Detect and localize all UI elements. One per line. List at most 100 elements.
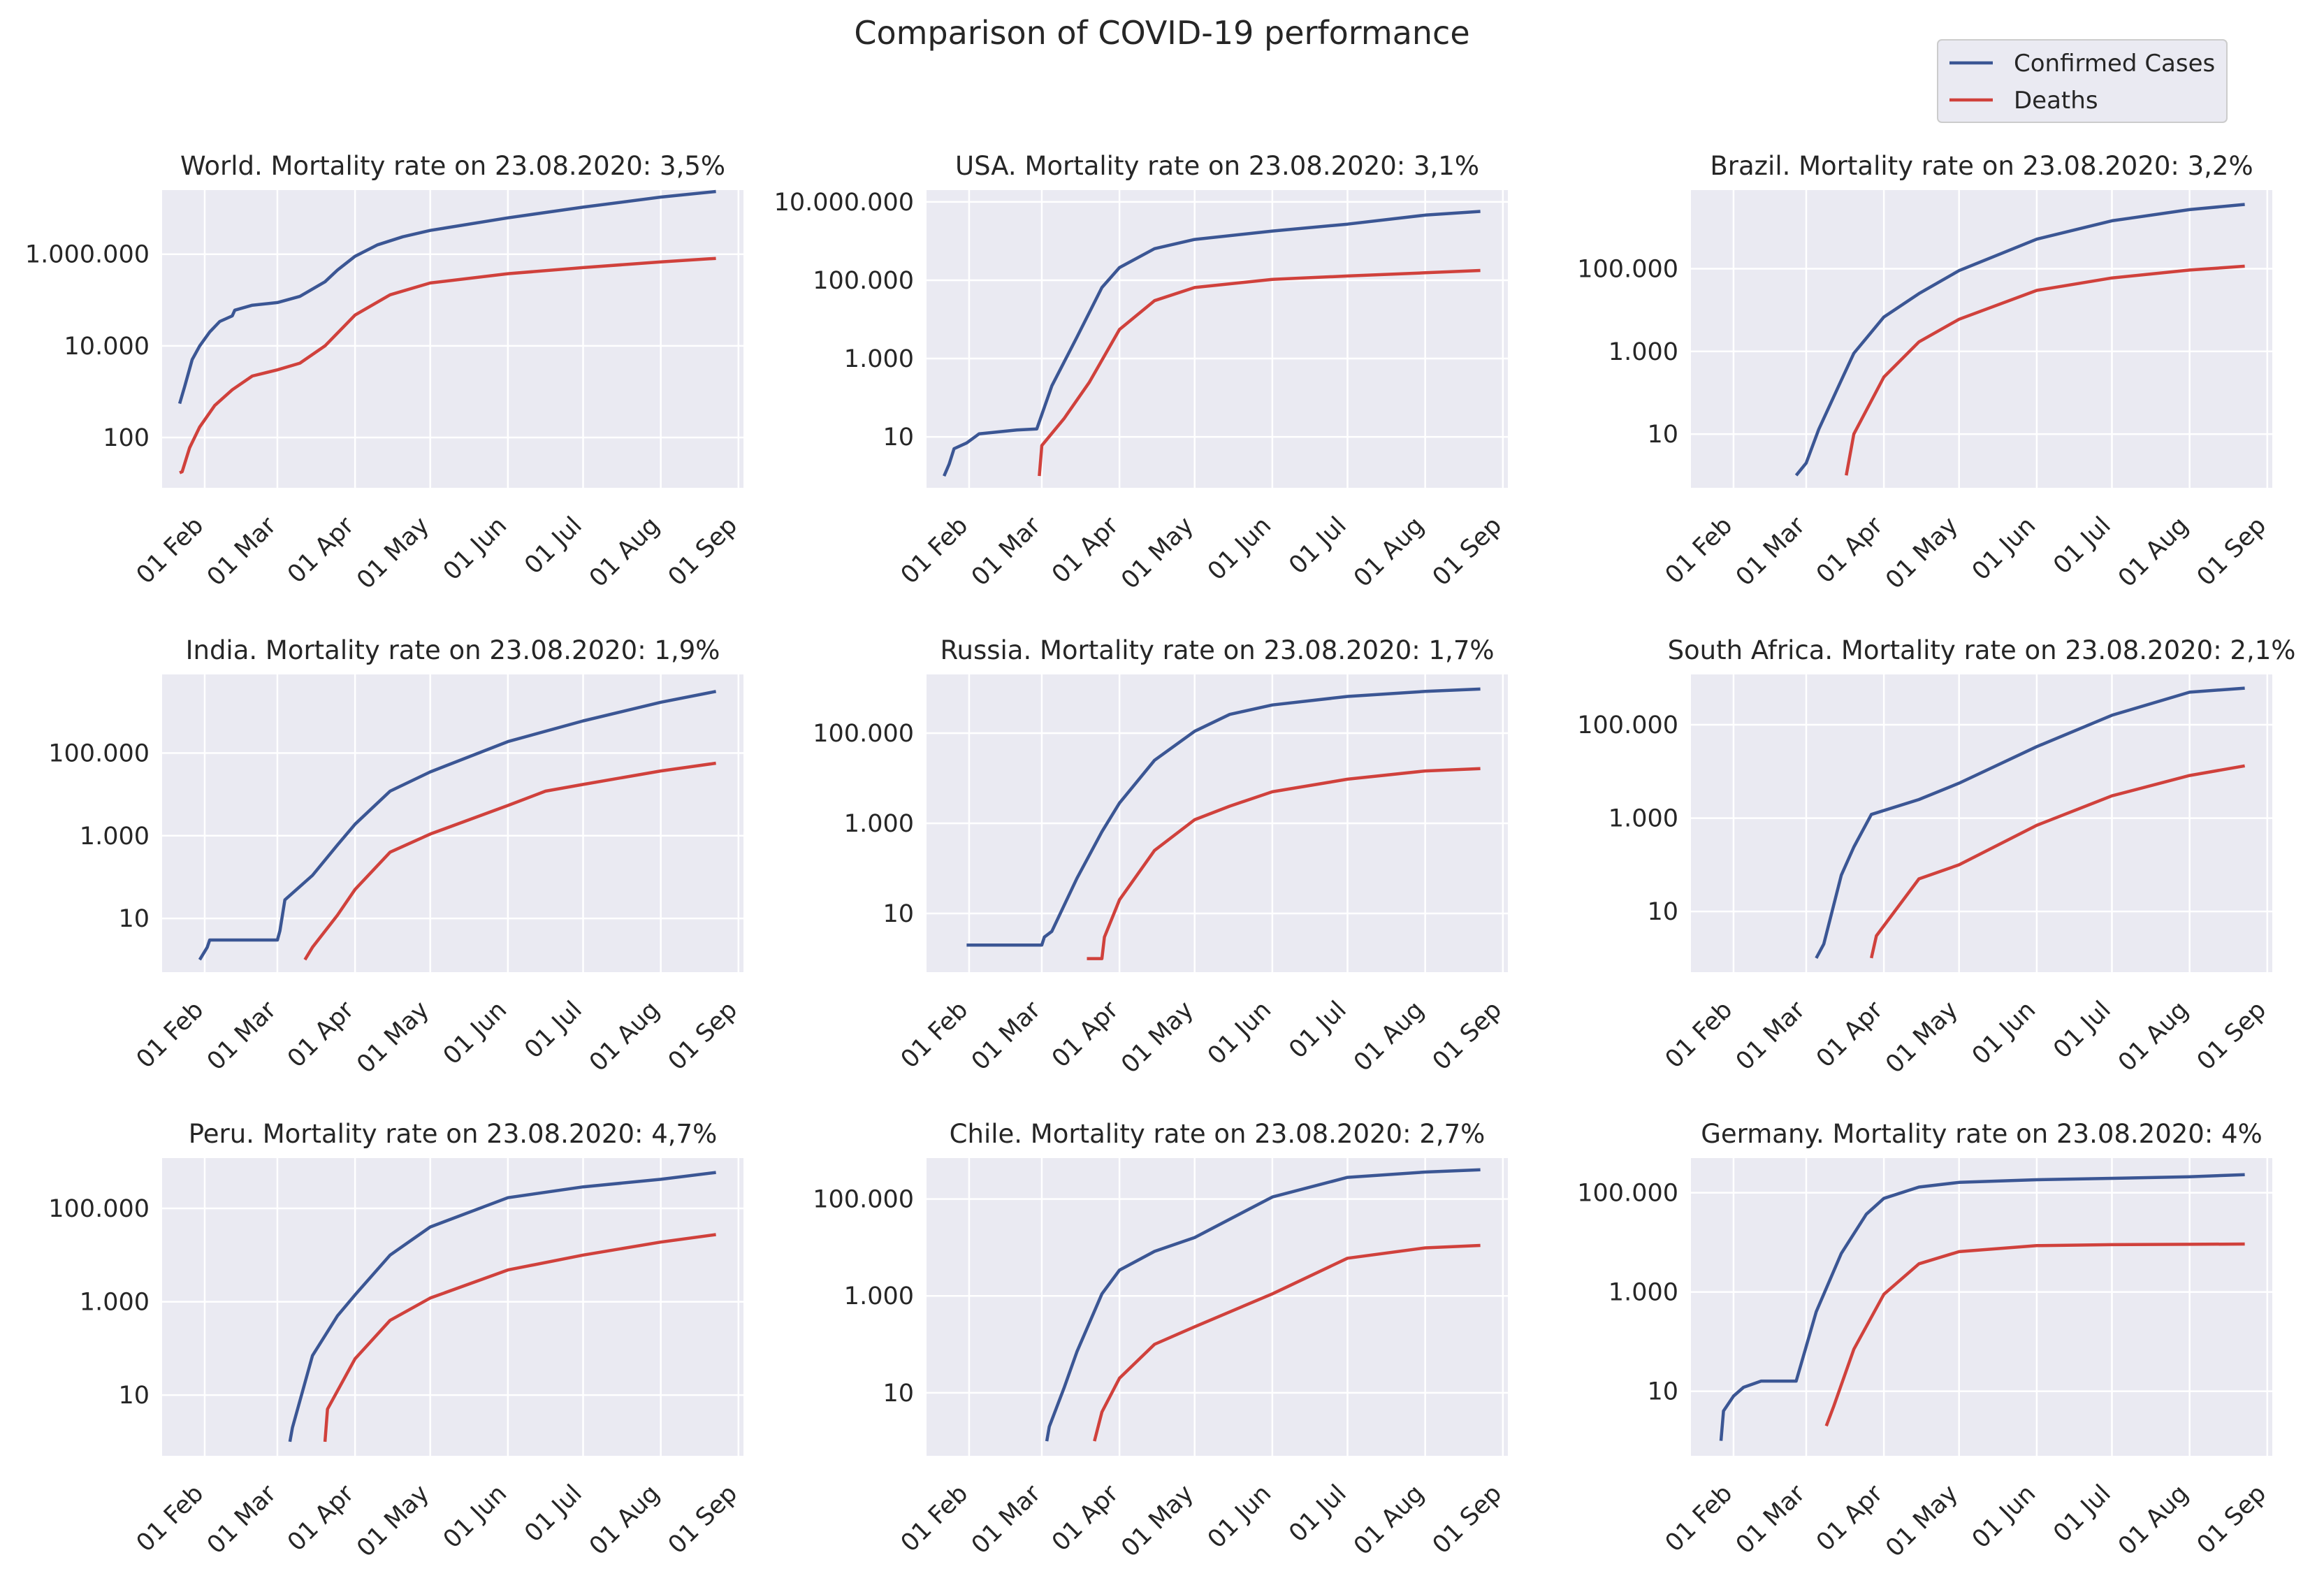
- x-tick-label: 01 Aug: [1349, 512, 1430, 593]
- series-line-confirmed-cases: [1815, 686, 2245, 959]
- x-tick-label: 01 Jun: [438, 996, 512, 1070]
- x-tick-label: 01 May: [351, 996, 435, 1079]
- y-tick-label: 100.000: [813, 267, 914, 295]
- series-line-confirmed-cases: [1794, 203, 2245, 477]
- plot-area: [1691, 190, 2272, 488]
- x-tick-label: 01 Mar: [1731, 996, 1811, 1076]
- x-tick-label: 01 Aug: [1349, 996, 1430, 1077]
- x-tick-label: 01 Mar: [202, 1480, 282, 1560]
- x-tick-label: 01 Jul: [1284, 996, 1352, 1064]
- x-tick-label: 01 Aug: [584, 1480, 665, 1561]
- x-tick-label: 01 Aug: [584, 996, 665, 1077]
- y-tick-label: 100.000: [1577, 711, 1678, 739]
- series-line-deaths: [1845, 264, 2245, 476]
- x-tick-label: 01 Sep: [2192, 1480, 2272, 1559]
- x-tick-label: 01 May: [1880, 1480, 1963, 1563]
- x-tick-label: 01 Mar: [966, 1480, 1047, 1560]
- x-tick-label: 01 Jul: [519, 1480, 588, 1548]
- y-tick-label: 100.000: [48, 740, 150, 768]
- plot-area: [162, 190, 743, 488]
- x-tick-label: 01 May: [351, 512, 435, 595]
- x-tick-label: 01 Feb: [131, 1480, 209, 1557]
- x-tick-label: 01 Sep: [2192, 512, 2272, 591]
- x-tick-label: 01 Feb: [896, 996, 973, 1073]
- x-tick-label: 01 Apr: [1047, 512, 1124, 589]
- x-tick-label: 01 Sep: [663, 1480, 743, 1559]
- y-tick-label: 10: [1647, 898, 1678, 926]
- y-tick-label: 10.000: [64, 333, 150, 361]
- plot-area: [1691, 674, 2272, 972]
- x-tick-label: 01 Apr: [1811, 512, 1889, 589]
- legend-box: [1937, 39, 2228, 123]
- y-tick-label: 1.000: [1608, 1279, 1678, 1307]
- series-line-deaths: [1038, 268, 1481, 477]
- panel-title: Chile. Mortality rate on 23.08.2020: 2,7…: [950, 1119, 1486, 1149]
- panel-title: India. Mortality rate on 23.08.2020: 1,9…: [186, 635, 720, 665]
- x-tick-label: 01 Sep: [663, 512, 743, 591]
- y-tick-label: 1.000: [844, 1282, 914, 1310]
- x-tick-label: 01 Aug: [2113, 512, 2194, 593]
- x-tick-label: 01 Feb: [131, 996, 209, 1073]
- x-tick-label: 01 Apr: [1811, 1480, 1889, 1557]
- x-tick-label: 01 Mar: [1731, 1480, 1811, 1560]
- y-tick-label: 10: [118, 1382, 150, 1410]
- x-tick-label: 01 Apr: [1047, 996, 1124, 1073]
- x-tick-label: 01 Jun: [1203, 512, 1277, 586]
- x-tick-label: 01 May: [1116, 1480, 1199, 1563]
- y-tick-label: 10: [883, 1380, 914, 1408]
- x-tick-label: 01 Jul: [1284, 1480, 1352, 1548]
- x-tick-label: 01 Jun: [1967, 996, 2041, 1070]
- x-tick-label: 01 Jul: [2048, 996, 2116, 1064]
- x-tick-label: 01 Mar: [1731, 512, 1811, 592]
- x-tick-label: 01 Aug: [584, 512, 665, 593]
- y-tick-label: 100.000: [1577, 256, 1678, 284]
- y-tick-label: 100.000: [1577, 1180, 1678, 1208]
- x-tick-label: 01 Feb: [1660, 512, 1738, 589]
- plot-area: [927, 1158, 1508, 1456]
- series-line-confirmed-cases: [177, 189, 716, 405]
- panel-title: Germany. Mortality rate on 23.08.2020: 4…: [1701, 1119, 2263, 1149]
- x-tick-label: 01 Mar: [966, 996, 1047, 1076]
- series-line-confirmed-cases: [1045, 1168, 1481, 1442]
- x-tick-label: 01 Feb: [896, 512, 973, 589]
- x-tick-label: 01 Apr: [1811, 996, 1889, 1073]
- series-line-confirmed-cases: [943, 210, 1481, 477]
- x-tick-label: 01 Apr: [282, 1480, 360, 1557]
- series-line-deaths: [1870, 764, 2245, 959]
- series-line-deaths: [1824, 1242, 2245, 1427]
- y-tick-label: 10: [883, 424, 914, 451]
- x-tick-label: 01 Sep: [1428, 1480, 1507, 1559]
- y-tick-label: 10: [118, 905, 150, 933]
- panel-title: Brazil. Mortality rate on 23.08.2020: 3,…: [1710, 151, 2253, 181]
- y-tick-label: 1.000.000: [25, 241, 150, 269]
- panel-title: USA. Mortality rate on 23.08.2020: 3,1%: [955, 151, 1479, 181]
- x-tick-label: 01 Jun: [1967, 1480, 2041, 1554]
- x-tick-label: 01 May: [1116, 512, 1199, 595]
- x-tick-label: 01 Jul: [519, 996, 588, 1064]
- x-tick-label: 01 Feb: [1660, 996, 1738, 1073]
- y-tick-label: 1.000: [844, 345, 914, 373]
- x-tick-label: 01 Aug: [1349, 1480, 1430, 1561]
- x-tick-label: 01 Aug: [2113, 1480, 2194, 1561]
- series-line-confirmed-cases: [198, 690, 717, 961]
- y-tick-label: 100.000: [813, 720, 914, 748]
- x-tick-label: 01 Jul: [2048, 512, 2116, 580]
- legend-label-deaths: Deaths: [2014, 87, 2098, 115]
- x-tick-label: 01 Apr: [282, 512, 360, 589]
- x-tick-label: 01 May: [351, 1480, 435, 1563]
- figure-title: Comparison of COVID-19 performance: [854, 14, 1469, 52]
- x-tick-label: 01 Mar: [966, 512, 1047, 592]
- x-tick-label: 01 Jul: [1284, 512, 1352, 580]
- x-tick-label: 01 Jun: [438, 512, 512, 586]
- series-line-confirmed-cases: [1719, 1173, 2245, 1441]
- x-tick-label: 01 Feb: [131, 512, 209, 589]
- x-tick-label: 01 Feb: [896, 1480, 973, 1557]
- x-tick-label: 01 Jun: [1203, 1480, 1277, 1554]
